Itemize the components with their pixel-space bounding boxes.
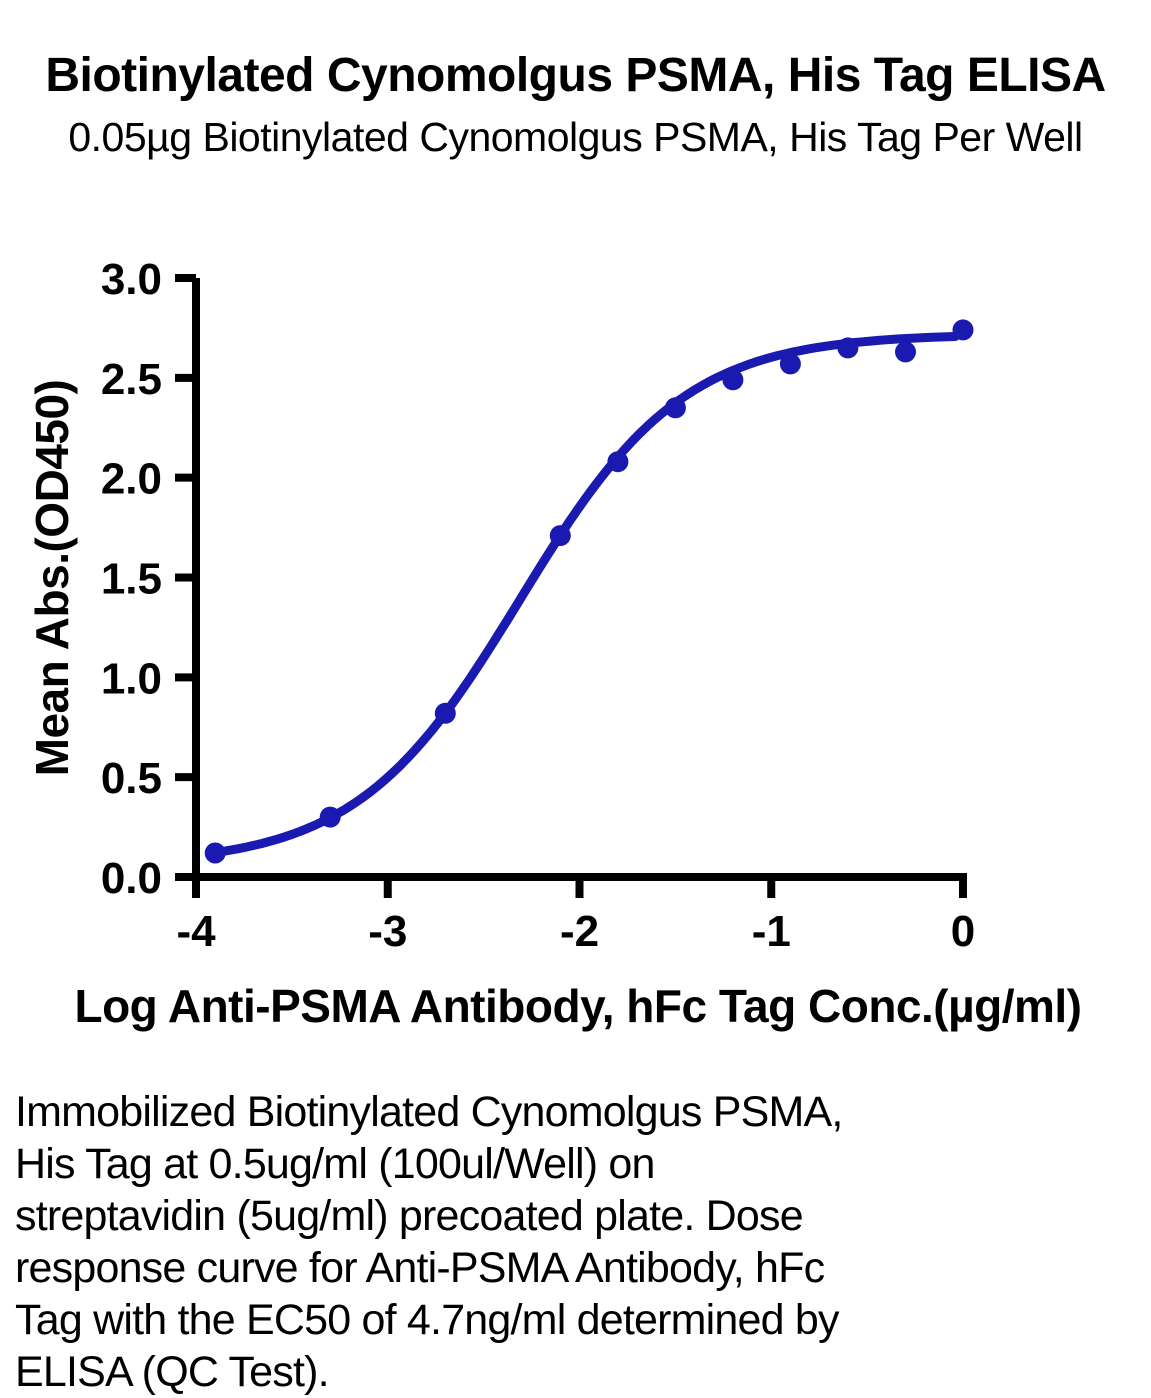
data-point (895, 341, 916, 363)
data-point (664, 397, 686, 419)
data-point (779, 353, 801, 375)
data-point (952, 319, 974, 341)
figure-caption: Immobilized Biotinylated Cynomolgus PSMA… (15, 1086, 1140, 1398)
data-point (434, 702, 456, 724)
x-axis-label: Log Anti-PSMA Antibody, hFc Tag Conc.(µg… (74, 980, 1081, 1032)
y-tick-label: 1.5 (101, 555, 162, 604)
x-tick-label: 0 (951, 907, 975, 956)
caption-line: ELISA (QC Test). (15, 1348, 330, 1396)
data-point (549, 525, 571, 547)
series-layer (204, 319, 974, 864)
data-point (722, 369, 744, 391)
x-tick-label: -4 (176, 907, 216, 956)
caption-line: Immobilized Biotinylated Cynomolgus PSMA… (15, 1088, 843, 1136)
chart-title: Biotinylated Cynomolgus PSMA, His Tag EL… (45, 49, 1106, 102)
data-point (204, 842, 226, 864)
fit-curve (210, 332, 960, 858)
caption-line: streptavidin (5ug/ml) precoated plate. D… (15, 1192, 804, 1240)
y-tick-label: 1.0 (101, 654, 162, 703)
y-tick-label: 3.0 (101, 255, 162, 304)
caption-line: Tag with the EC50 of 4.7ng/ml determined… (15, 1296, 840, 1344)
y-tick-label: 0.5 (101, 754, 162, 803)
y-axis-label: Mean Abs.(OD450) (26, 380, 78, 777)
ticks-layer: -4 -3 -2 -1 0 0.0 0.5 1.0 1.5 2.0 2.5 3.0 (101, 255, 975, 956)
axes-layer (192, 278, 967, 881)
caption-line: His Tag at 0.5ug/ml (100ul/Well) on (15, 1140, 655, 1188)
x-tick-label: -1 (752, 907, 791, 956)
y-tick-label: 2.0 (101, 455, 162, 504)
y-tick-label: 0.0 (101, 854, 162, 903)
data-point (607, 451, 629, 473)
x-tick-label: -3 (368, 907, 407, 956)
caption-line: response curve for Anti-PSMA Antibody, h… (15, 1244, 825, 1292)
chart-subtitle: 0.05µg Biotinylated Cynomolgus PSMA, His… (68, 114, 1083, 160)
y-tick-label: 2.5 (101, 355, 162, 404)
data-point (837, 337, 859, 359)
x-tick-label: -2 (560, 907, 599, 956)
data-point (319, 806, 341, 828)
